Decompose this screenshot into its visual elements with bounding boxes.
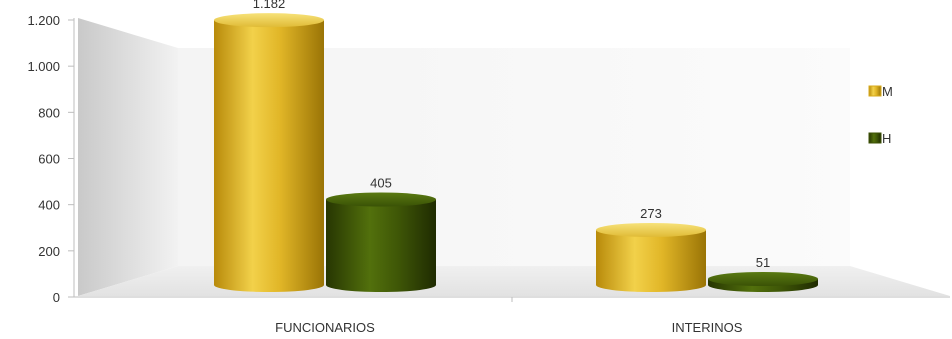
legend-swatch [868,85,882,97]
x-axis-labels: FUNCIONARIOS INTERINOS [275,320,743,335]
bar-body [214,20,324,292]
bar-h-interinos [708,272,818,292]
x-category-label: FUNCIONARIOS [275,320,375,335]
data-label: 1.182 [253,0,286,11]
x-category-label: INTERINOS [672,320,743,335]
data-label: 273 [640,206,662,221]
bar-h-funcionarios [326,192,436,292]
bar-body [326,199,436,292]
bar-m-interinos [596,222,706,292]
bar-top [596,222,706,237]
bar-m-funcionarios [214,13,324,292]
y-tick-label: 600 [38,152,60,167]
legend-label: H [882,131,891,146]
y-tick-label: 800 [38,105,60,120]
legend-item-h: H [868,131,891,146]
legend-item-m: M [868,84,893,99]
bar-top [708,272,818,286]
side-wall [78,18,178,296]
y-tick-label: 0 [53,290,60,305]
bar-body [596,229,706,292]
y-axis-ticks: 0 200 400 600 800 1.000 1.200 [27,13,74,305]
data-labels: 1.182 405 273 51 [253,0,771,270]
floor [78,266,950,296]
data-label: 405 [370,176,392,191]
legend-label: M [882,84,893,99]
legend: MH [868,84,893,146]
data-label: 51 [756,255,770,270]
bars-group [214,13,818,292]
y-tick-label: 400 [38,198,60,213]
y-tick-label: 1.000 [27,59,60,74]
y-tick-label: 1.200 [27,13,60,28]
bar-top [326,192,436,207]
bar-top [214,13,324,28]
legend-swatch [868,132,882,144]
y-tick-label: 200 [38,244,60,259]
